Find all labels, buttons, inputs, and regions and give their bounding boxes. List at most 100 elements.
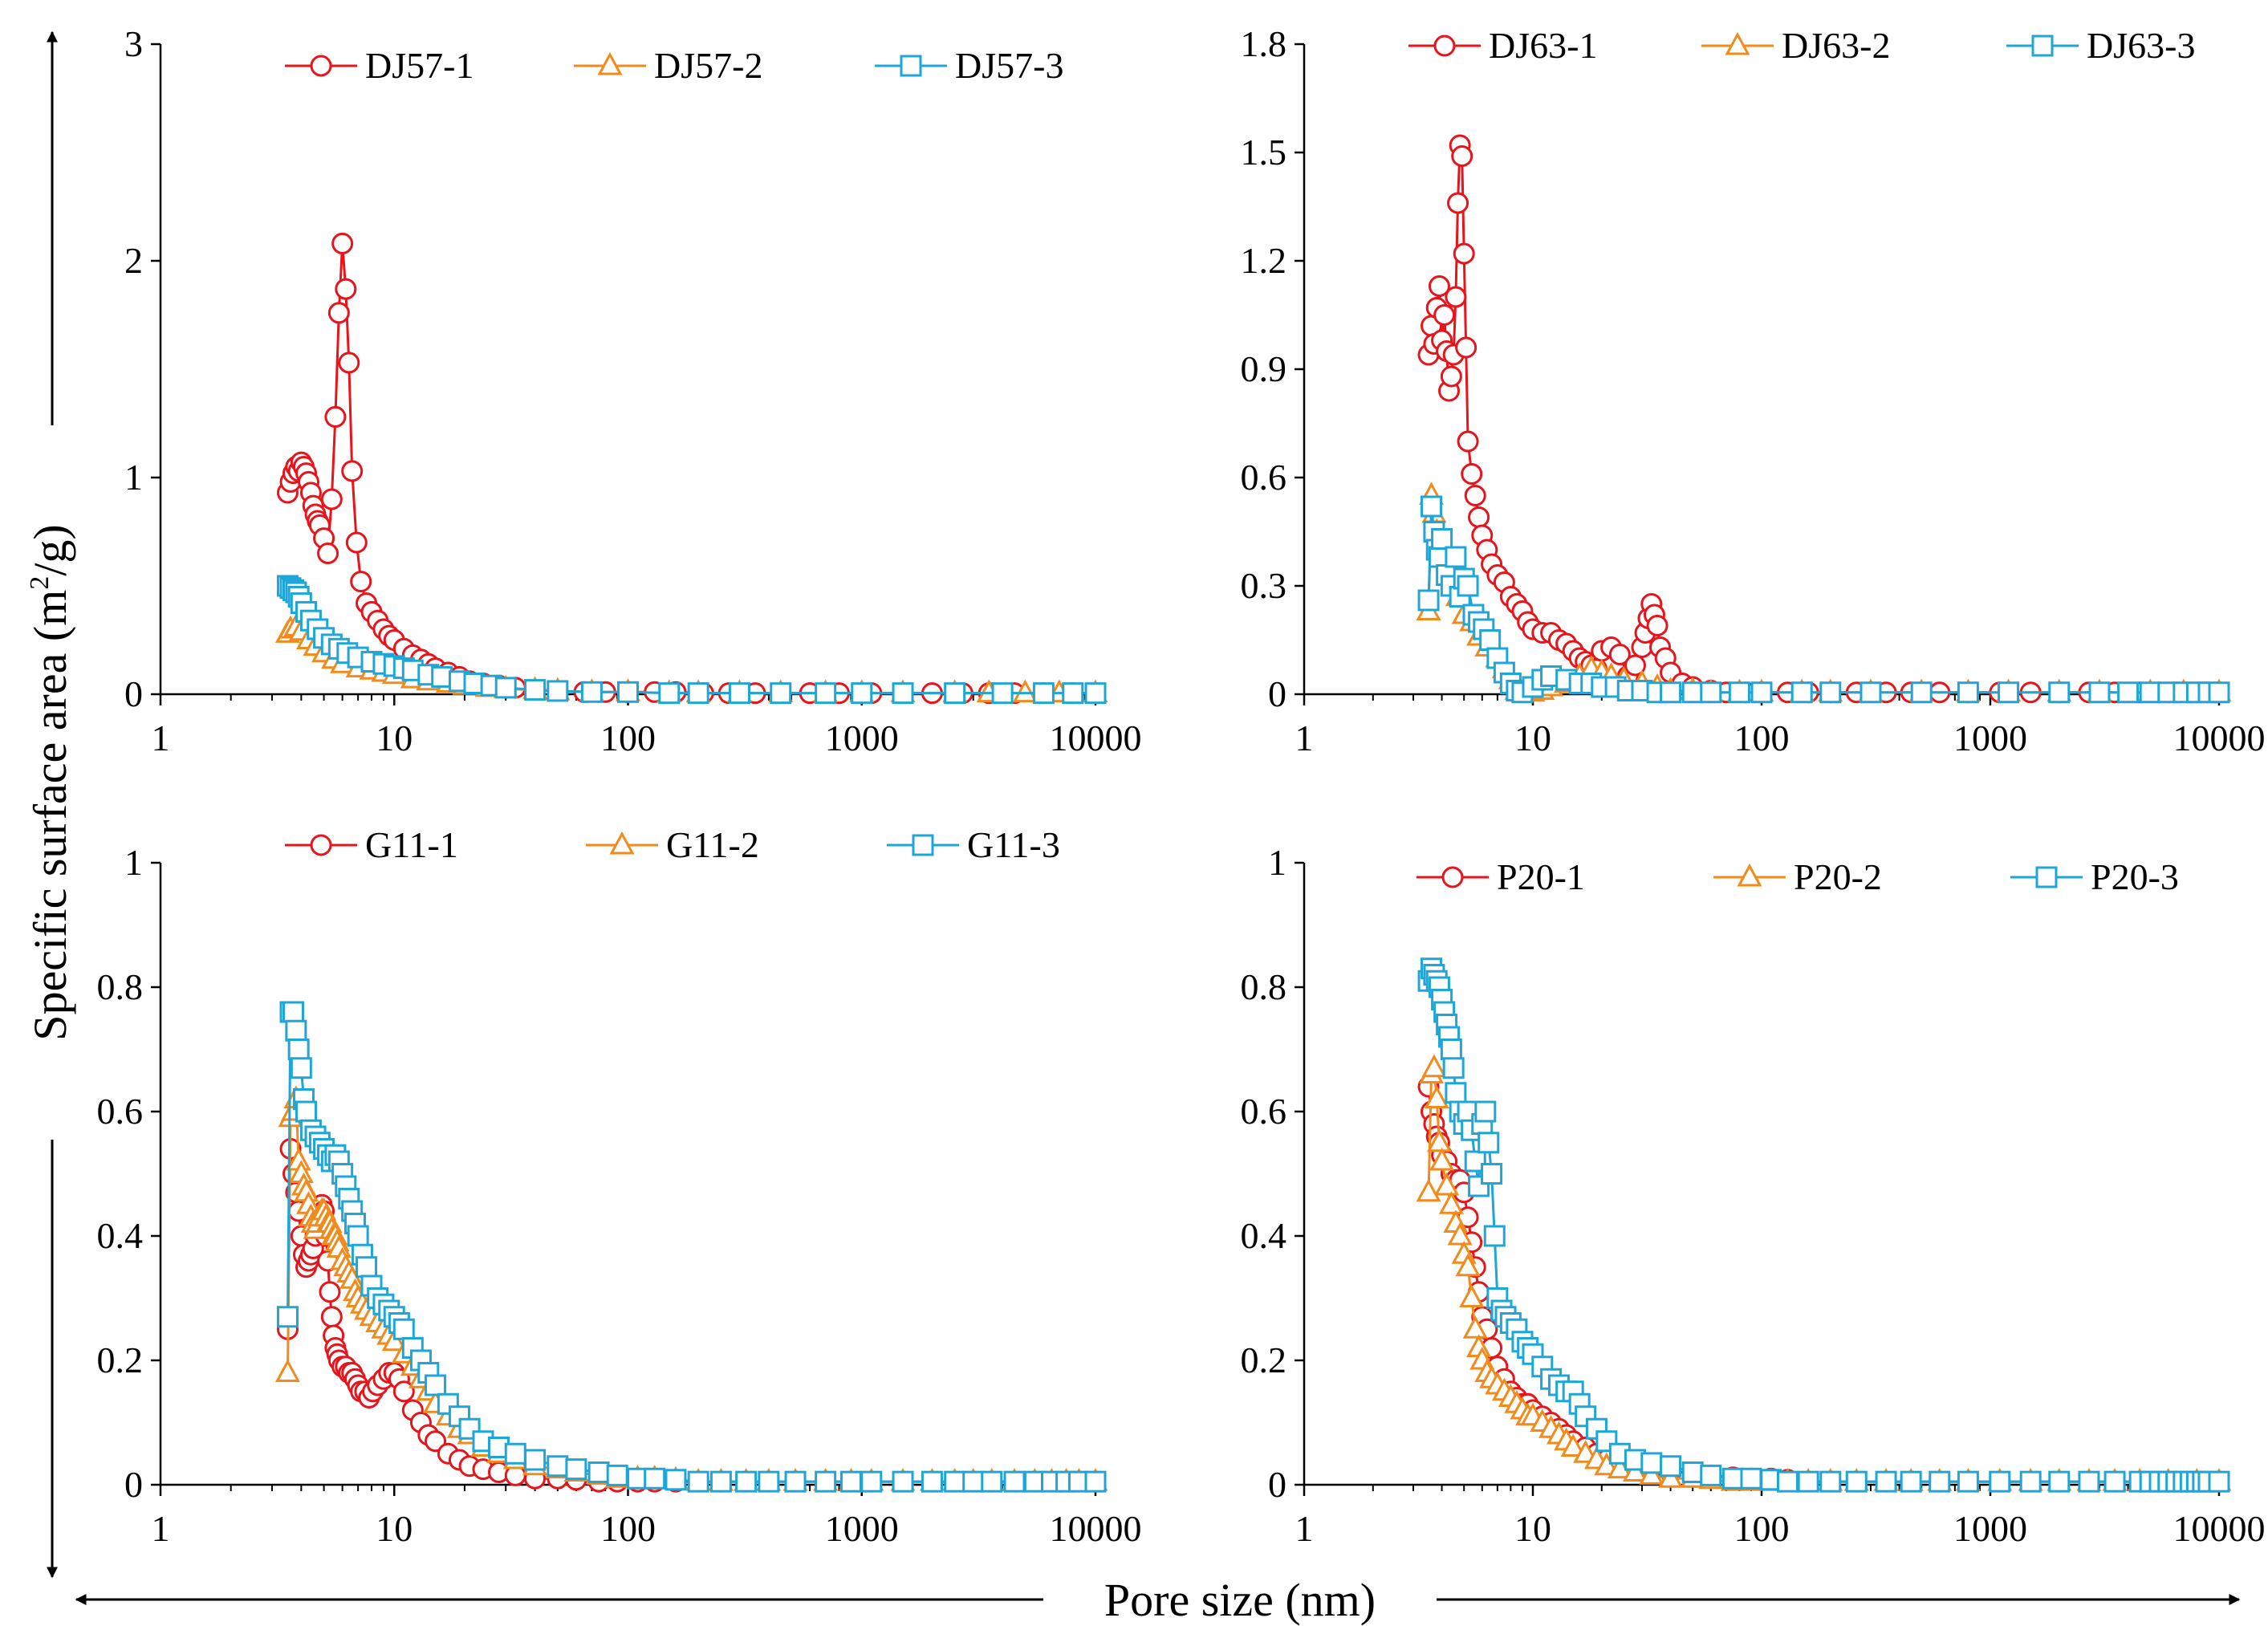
legend-entry-G11-2: G11-2: [586, 824, 759, 865]
series-P20-2: [1416, 1054, 2232, 1491]
series-DJ63-3: [1417, 495, 2230, 704]
data-point: [345, 531, 368, 554]
data-point: [425, 1430, 447, 1453]
data-point: [565, 1458, 587, 1481]
data-point: [1797, 1470, 1819, 1493]
y-tick-label: 0.2: [1241, 1339, 1287, 1380]
data-point: [1451, 145, 1473, 167]
data-point: [274, 1359, 300, 1382]
series-G11-2: [274, 1085, 1108, 1491]
y-tick-label: 1: [124, 842, 143, 883]
legend-entry-DJ57-1: DJ57-1: [285, 45, 474, 86]
data-point: [1481, 1163, 1503, 1185]
data-point: [295, 1100, 318, 1123]
data-point: [1681, 1461, 1704, 1483]
x-tick-label: 10000: [1050, 717, 1142, 758]
data-point: [1421, 1054, 1447, 1078]
data-point: [1860, 681, 1882, 704]
data-point: [331, 232, 354, 254]
data-point: [1445, 546, 1467, 568]
x-tick-label: 100: [1734, 1508, 1790, 1549]
data-point: [1424, 1085, 1449, 1108]
data-point: [1929, 1470, 1951, 1493]
y-tick-label: 1.8: [1241, 23, 1287, 64]
data-point: [350, 571, 372, 593]
data-point: [1457, 430, 1479, 453]
data-point: [1910, 681, 1933, 704]
data-point: [347, 1225, 369, 1247]
y-tick-label: 0.4: [1241, 1215, 1287, 1256]
data-point: [1595, 1430, 1618, 1453]
data-point: [1433, 304, 1456, 326]
data-point: [494, 677, 517, 699]
data-point: [1447, 192, 1469, 214]
data-point: [1457, 575, 1479, 597]
data-point: [1681, 681, 1704, 704]
y-tick-label: 1.2: [1241, 240, 1287, 281]
x-tick-label: 1000: [825, 1508, 899, 1549]
series-line: [1427, 144, 2219, 694]
data-point: [2088, 681, 2111, 704]
data-point: [1455, 1253, 1481, 1277]
legend-marker: [2031, 35, 2054, 57]
series-line: [287, 1099, 1095, 1483]
data-point: [338, 352, 360, 374]
x-tick-label: 1: [1295, 717, 1314, 758]
series-P20-3: [1417, 957, 2230, 1493]
data-point: [1700, 681, 1722, 704]
data-point: [1431, 528, 1453, 550]
series-G11-3: [276, 1001, 1107, 1493]
data-point: [687, 1470, 709, 1493]
legend-marker: [1737, 863, 1762, 887]
series-line: [1427, 495, 2219, 694]
data-point: [1568, 1392, 1591, 1415]
data-point: [1453, 242, 1475, 265]
data-point: [1428, 275, 1450, 297]
data-point: [1989, 1470, 2011, 1493]
data-point: [320, 1306, 343, 1328]
data-point: [944, 682, 966, 705]
data-point: [1819, 681, 1842, 704]
data-point: [1440, 1039, 1462, 1060]
data-point: [944, 1470, 966, 1493]
data-point: [1447, 1222, 1473, 1246]
data-point: [1459, 1284, 1485, 1307]
data-point: [735, 1470, 758, 1493]
data-point: [524, 679, 547, 701]
data-point: [1032, 682, 1055, 705]
legend-entry-P20-1: P20-1: [1416, 856, 1585, 897]
legend-entry-DJ57-2: DJ57-2: [574, 45, 762, 86]
data-point: [1464, 485, 1486, 506]
series-DJ63-1: [1417, 134, 2230, 704]
data-point: [2048, 1470, 2071, 1493]
legend-marker: [1433, 35, 1456, 57]
data-point: [991, 682, 1014, 705]
data-point: [587, 1461, 610, 1483]
data-point: [617, 681, 639, 703]
x-tick-label: 10: [1514, 717, 1551, 758]
x-tick-label: 100: [600, 717, 656, 758]
legend-label: DJ57-1: [365, 45, 474, 86]
y-tick-label: 1: [124, 457, 143, 498]
data-point: [1728, 681, 1750, 704]
legend-entry-G11-1: G11-1: [285, 824, 458, 865]
data-point: [282, 1001, 304, 1023]
data-point: [1483, 1225, 1506, 1247]
y-tick-label: 0.2: [97, 1339, 144, 1380]
y-tick-label: 1.5: [1241, 132, 1287, 173]
data-point: [319, 1281, 341, 1303]
data-point: [1445, 286, 1467, 308]
legend-label: G11-2: [666, 824, 759, 865]
data-point: [728, 682, 750, 705]
data-point: [392, 1380, 415, 1403]
data-point: [687, 682, 709, 705]
data-point: [860, 1470, 883, 1493]
series-line: [1427, 964, 2219, 1483]
legend-label: DJ63-1: [1489, 25, 1597, 66]
data-point: [892, 682, 914, 705]
data-point: [1474, 1100, 1497, 1123]
data-point: [1819, 1470, 1842, 1493]
data-point: [335, 278, 357, 300]
data-point: [658, 682, 681, 705]
x-tick-label: 100: [600, 1508, 656, 1549]
